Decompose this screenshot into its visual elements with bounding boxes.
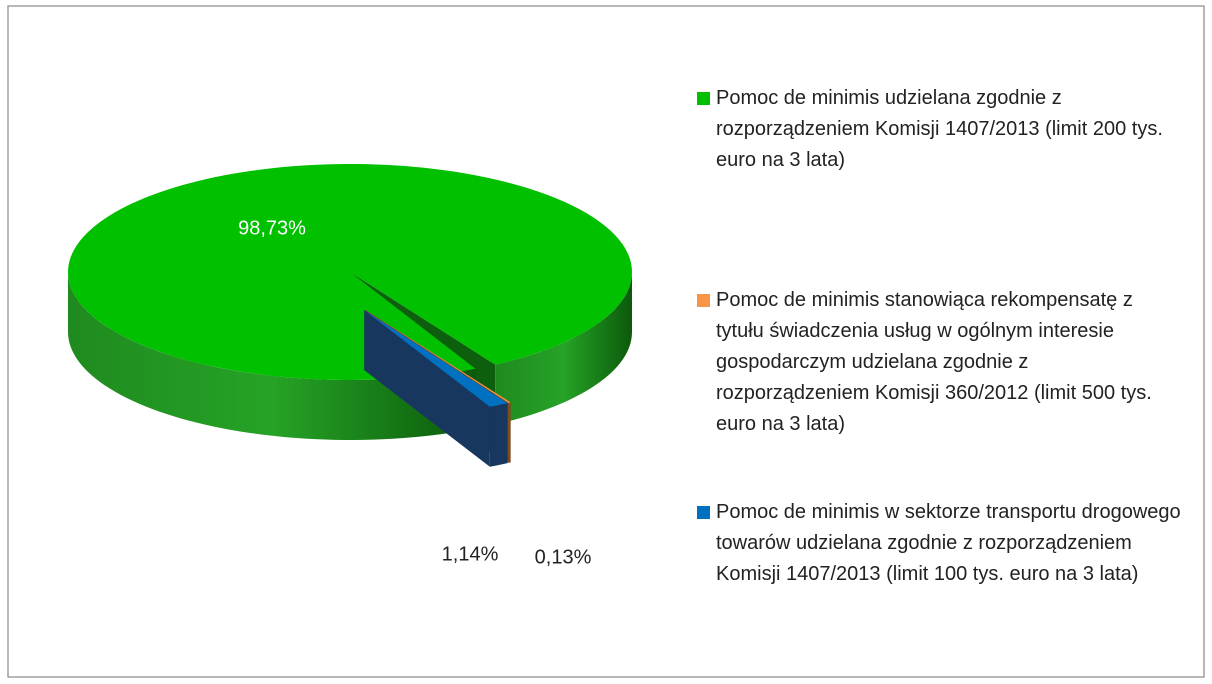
legend-label: Pomoc de minimis w sektorze transportu d… xyxy=(716,501,1181,585)
slice-side xyxy=(68,272,476,440)
pie-slice xyxy=(364,310,508,467)
slice-top xyxy=(68,164,632,380)
legend-swatch xyxy=(697,506,710,519)
slice-top xyxy=(365,309,511,403)
legend-swatch xyxy=(697,92,710,105)
pie-slice xyxy=(68,164,632,440)
legend-label: Pomoc de minimis udzielana zgodnie z roz… xyxy=(716,87,1163,171)
slice-side xyxy=(489,403,508,467)
data-label: 1,14% xyxy=(442,543,499,565)
legend-item: Pomoc de minimis stanowiąca rekompensatę… xyxy=(697,285,1187,440)
legend-item: Pomoc de minimis udzielana zgodnie z roz… xyxy=(697,83,1187,176)
slice-side xyxy=(495,272,632,425)
data-label: 98,73% xyxy=(238,217,306,239)
legend-item: Pomoc de minimis w sektorze transportu d… xyxy=(697,497,1187,590)
legend-label: Pomoc de minimis stanowiąca rekompensatę… xyxy=(716,289,1152,435)
legend-swatch xyxy=(697,294,710,307)
chart-border xyxy=(7,5,1205,678)
slice-wall xyxy=(364,310,490,467)
slice-side xyxy=(508,402,511,463)
data-label: 0,13% xyxy=(535,546,592,568)
slice-top xyxy=(364,310,508,407)
